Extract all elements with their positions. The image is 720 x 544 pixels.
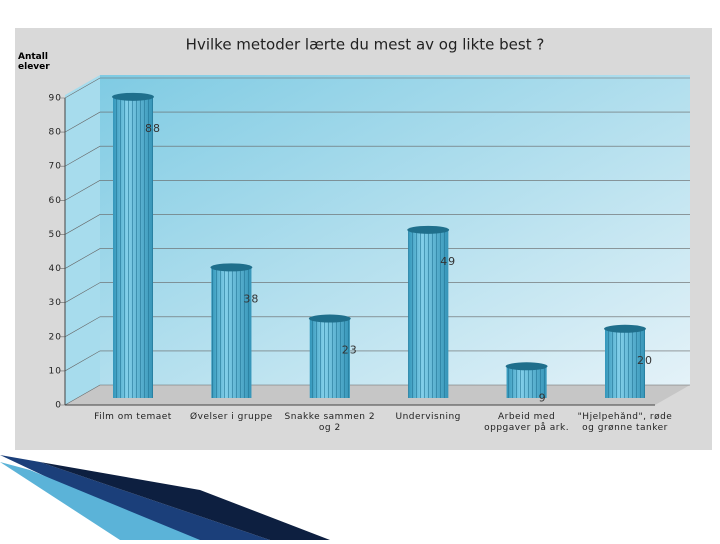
y-tick-label: 30: [49, 298, 62, 308]
grid-line: [60, 350, 690, 372]
side-wall: [65, 75, 100, 405]
cylinder-stripes: [309, 318, 350, 398]
y-tick-label: 60: [49, 196, 62, 206]
x-tick-label-box: Film om temaet: [94, 412, 172, 422]
value-label: 23: [342, 344, 358, 357]
y-tick-label: 10: [49, 366, 62, 376]
bar: [604, 324, 646, 398]
decor-swoosh-light: [0, 462, 200, 540]
cylinder-top: [604, 324, 646, 333]
cylinder-top: [210, 263, 253, 272]
x-tick-label-box: Snakke sammen 2 og 2: [284, 412, 376, 433]
value-label: 49: [440, 255, 456, 268]
decor-swoosh: [0, 455, 270, 540]
y-tick-label: 70: [49, 162, 62, 172]
cylinder-top: [112, 92, 154, 101]
y-tick-label: 20: [49, 332, 62, 342]
grid-line: [60, 248, 690, 269]
cylinder-stripes: [113, 96, 153, 399]
bar: [505, 362, 548, 398]
grid-line: [60, 214, 690, 235]
grid-line: [60, 111, 690, 133]
chart-title: Hvilke metoder lærte du mest av og likte…: [186, 36, 545, 54]
grid-line: [60, 145, 690, 167]
y-tick-label: 50: [49, 230, 62, 240]
x-tick-label: Snakke sammen 2 og 2: [284, 412, 376, 433]
cylinder-stripes: [605, 328, 645, 398]
x-tick-label: Øvelser i gruppe: [190, 412, 273, 422]
grid-line: [60, 282, 690, 303]
floor: [65, 385, 690, 405]
grid-line: [60, 180, 690, 201]
value-label: 38: [243, 292, 259, 305]
bar: [407, 225, 450, 398]
cylinder-top: [407, 225, 450, 234]
y-tick-label: 90: [49, 94, 62, 104]
x-tick-label-box: Undervisning: [395, 412, 461, 422]
cylinder-stripes: [506, 366, 547, 398]
y-axis-title-box: Antall elever: [18, 52, 50, 72]
grid-line: [60, 316, 690, 338]
back-wall: [100, 75, 690, 385]
value-label: 9: [539, 391, 547, 404]
cylinder-top: [308, 314, 351, 323]
bar: [210, 263, 253, 398]
cylinder-stripes: [408, 229, 449, 398]
value-label: 20: [637, 354, 653, 367]
cylinder-top: [505, 362, 548, 371]
bar: [112, 92, 154, 399]
bar: [308, 314, 351, 398]
y-tick-label: 40: [49, 264, 62, 274]
x-tick-label: Arbeid med oppgaver på ark.: [484, 412, 570, 433]
x-tick-label: "Hjelpehånd", røde og grønne tanker: [577, 412, 673, 433]
x-tick-label-box: "Hjelpehånd", røde og grønne tanker: [577, 412, 673, 433]
x-tick-label-box: Arbeid med oppgaver på ark.: [484, 412, 570, 433]
value-label: 88: [145, 122, 161, 135]
grid-line: [60, 384, 690, 406]
x-tick-label: Film om temaet: [94, 412, 172, 422]
y-tick-label: 0: [55, 401, 62, 411]
x-tick-label-box: Øvelser i gruppe: [190, 412, 273, 422]
decor-swoosh-dark: [40, 462, 330, 540]
x-tick-label: Undervisning: [395, 412, 461, 422]
grid-line: [60, 77, 690, 99]
y-axis-title: Antall elever: [18, 52, 50, 72]
cylinder-stripes: [211, 267, 252, 398]
y-tick-label: 80: [49, 128, 62, 138]
